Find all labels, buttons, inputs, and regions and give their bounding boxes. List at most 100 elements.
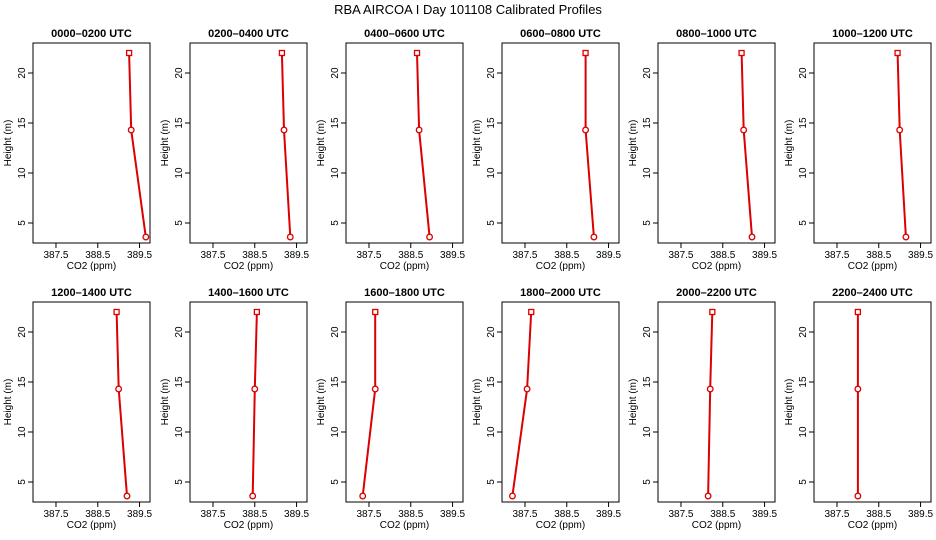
- data-point: [278, 49, 286, 57]
- y-axis-label: Height (m): [316, 379, 327, 426]
- y-tick-label: 10: [486, 426, 497, 438]
- data-point: [371, 385, 379, 393]
- data-point: [706, 385, 714, 393]
- x-tick-label: 389.5: [284, 509, 309, 520]
- x-axis-label: CO2 (ppm): [224, 520, 273, 531]
- y-tick-label: 15: [486, 117, 497, 129]
- x-axis-label: CO2 (ppm): [380, 520, 429, 531]
- y-tick-label: 15: [330, 117, 341, 129]
- x-tick-label: 387.5: [356, 509, 381, 520]
- y-tick-label: 10: [174, 167, 185, 179]
- data-point: [113, 308, 120, 316]
- profile-panel: 1200–1400 UTC 387.5 388.5 389.5 5 10 15 20 CO2 (…: [3, 287, 153, 531]
- profile-panel: 1600–1800 UTC 387.5 388.5 389.5 5 10 15 20 CO2 (…: [316, 287, 466, 531]
- x-tick-label: 388.5: [554, 250, 579, 261]
- x-tick-label: 388.5: [242, 250, 267, 261]
- y-axis-label: Height (m): [3, 120, 14, 167]
- y-tick-label: 20: [17, 326, 28, 338]
- data-point: [854, 308, 862, 316]
- x-tick-label: 387.5: [824, 250, 849, 261]
- data-point: [854, 385, 862, 393]
- data-point: [738, 49, 745, 57]
- y-tick-label: 20: [174, 326, 185, 338]
- x-tick-label: 389.5: [908, 250, 933, 261]
- x-axis-label: CO2 (ppm): [848, 261, 897, 272]
- x-tick-label: 387.5: [356, 250, 381, 261]
- y-tick-label: 10: [17, 426, 28, 438]
- y-tick-label: 10: [642, 167, 653, 179]
- profile-panel: 0800–1000 UTC 387.5 388.5 389.5 5 10 15 20 CO2 (…: [628, 28, 778, 272]
- plot-frame: [189, 42, 308, 244]
- y-axis-label: Height (m): [472, 379, 483, 426]
- profile-line: [511, 311, 533, 497]
- panel-title: 0000–0200 UTC: [51, 28, 132, 40]
- data-point: [127, 126, 135, 134]
- plot-frame: [32, 42, 151, 244]
- y-tick-label: 5: [174, 479, 185, 485]
- x-tick-label: 388.5: [710, 509, 735, 520]
- y-tick-label: 10: [330, 167, 341, 179]
- y-tick-label: 15: [798, 117, 809, 129]
- y-tick-label: 15: [330, 376, 341, 388]
- x-tick-label: 389.5: [284, 250, 309, 261]
- y-axis-label: Height (m): [472, 120, 483, 167]
- y-axis-label: Height (m): [628, 120, 639, 167]
- panel-title: 2000–2200 UTC: [676, 287, 757, 299]
- y-tick-label: 20: [330, 326, 341, 338]
- data-point: [896, 126, 904, 134]
- x-tick-label: 389.5: [596, 509, 621, 520]
- data-point: [253, 308, 261, 316]
- data-point: [125, 49, 133, 57]
- x-tick-label: 389.5: [127, 509, 152, 520]
- y-tick-label: 15: [174, 117, 185, 129]
- data-point: [709, 308, 716, 316]
- y-axis-label: Height (m): [3, 379, 14, 426]
- x-tick-label: 389.5: [440, 250, 465, 261]
- profile-panel: 0000–0200 UTC 387.5 388.5 389.5 5 10 15 20 CO2 (…: [3, 28, 153, 272]
- y-tick-label: 10: [17, 167, 28, 179]
- x-tick-label: 387.5: [668, 250, 693, 261]
- profile-panel: 1000–1200 UTC 387.5 388.5 389.5 5 10 15 20 CO2 (…: [784, 28, 934, 272]
- x-axis-label: CO2 (ppm): [536, 261, 585, 272]
- y-tick-label: 5: [486, 479, 497, 485]
- data-point: [704, 492, 712, 500]
- profile-panel: 2000–2200 UTC 387.5 388.5 389.5 5 10 15 20 CO2 (…: [628, 287, 778, 531]
- y-tick-label: 20: [642, 67, 653, 79]
- data-point: [415, 126, 423, 134]
- data-point: [590, 233, 598, 241]
- x-tick-label: 387.5: [200, 250, 225, 261]
- data-point: [740, 126, 748, 134]
- y-tick-label: 20: [798, 67, 809, 79]
- data-point: [286, 233, 294, 241]
- x-tick-label: 389.5: [596, 250, 621, 261]
- data-point: [142, 233, 150, 241]
- y-tick-label: 5: [17, 220, 28, 226]
- data-point: [523, 385, 531, 393]
- x-tick-label: 388.5: [866, 250, 891, 261]
- y-tick-label: 5: [798, 220, 809, 226]
- data-point: [413, 49, 421, 57]
- y-tick-label: 15: [642, 117, 653, 129]
- y-tick-label: 20: [486, 67, 497, 79]
- profile-panel: 2200–2400 UTC 387.5 388.5 389.5 5 10 15 20 CO2 (…: [784, 287, 934, 531]
- x-axis-label: CO2 (ppm): [67, 261, 116, 272]
- y-tick-label: 5: [486, 220, 497, 226]
- y-tick-label: 5: [174, 220, 185, 226]
- y-tick-label: 10: [330, 426, 341, 438]
- x-tick-label: 387.5: [512, 250, 537, 261]
- y-axis-label: Height (m): [160, 120, 171, 167]
- x-axis-label: CO2 (ppm): [224, 261, 273, 272]
- data-point: [426, 233, 434, 241]
- profile-line: [280, 52, 292, 238]
- profile-line: [707, 311, 714, 497]
- y-tick-label: 15: [486, 376, 497, 388]
- y-tick-label: 10: [798, 426, 809, 438]
- x-tick-label: 388.5: [398, 250, 423, 261]
- x-axis-label: CO2 (ppm): [692, 261, 741, 272]
- panel-title: 2200–2400 UTC: [832, 287, 913, 299]
- data-point: [115, 385, 123, 393]
- y-tick-label: 15: [174, 376, 185, 388]
- x-tick-label: 388.5: [866, 509, 891, 520]
- y-tick-label: 15: [17, 376, 28, 388]
